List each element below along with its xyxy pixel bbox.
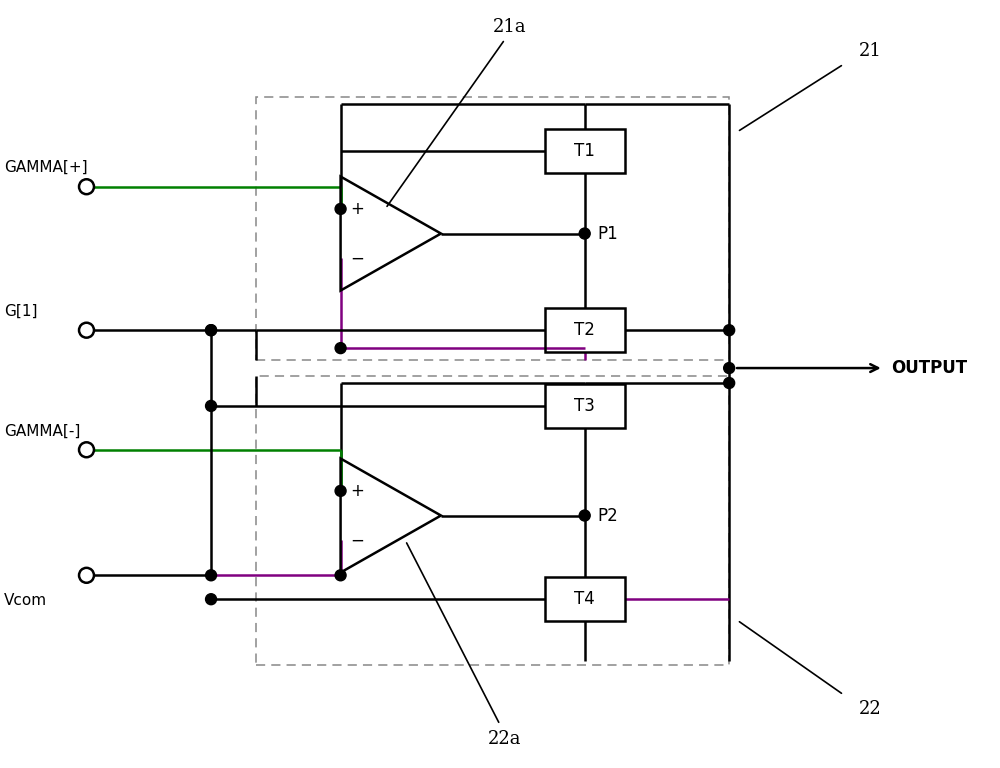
Text: GAMMA[-]: GAMMA[-] — [4, 423, 80, 439]
Circle shape — [79, 568, 94, 583]
Circle shape — [335, 485, 346, 496]
Circle shape — [79, 442, 94, 457]
Text: T2: T2 — [574, 321, 595, 339]
Text: −: − — [351, 249, 364, 267]
Text: +: + — [351, 200, 364, 218]
Text: OUTPUT: OUTPUT — [892, 359, 968, 377]
Circle shape — [724, 362, 735, 373]
Bar — [256, 97, 729, 360]
Text: Vcom: Vcom — [4, 593, 47, 607]
Circle shape — [335, 204, 346, 214]
Bar — [545, 308, 625, 352]
Text: T1: T1 — [574, 142, 595, 160]
Circle shape — [724, 378, 735, 389]
Circle shape — [579, 510, 590, 521]
Circle shape — [79, 323, 94, 338]
Circle shape — [335, 343, 346, 353]
Circle shape — [206, 570, 217, 581]
Circle shape — [79, 179, 94, 194]
Circle shape — [206, 325, 217, 336]
Circle shape — [206, 325, 217, 336]
Circle shape — [579, 228, 590, 239]
Bar — [545, 384, 625, 428]
Text: −: − — [351, 531, 364, 549]
Circle shape — [206, 400, 217, 412]
Text: 22: 22 — [859, 700, 882, 718]
Text: 22a: 22a — [488, 730, 522, 748]
Text: T4: T4 — [574, 591, 595, 608]
Text: G[1]: G[1] — [4, 304, 37, 319]
Bar — [545, 129, 625, 173]
Text: +: + — [351, 482, 364, 500]
Text: GAMMA[+]: GAMMA[+] — [4, 161, 87, 175]
Circle shape — [724, 325, 735, 336]
Circle shape — [335, 570, 346, 581]
Text: 21a: 21a — [493, 18, 527, 36]
Text: 21: 21 — [859, 42, 882, 60]
Text: T3: T3 — [574, 397, 595, 415]
Bar — [256, 376, 729, 665]
Text: P2: P2 — [598, 507, 618, 525]
Text: P1: P1 — [598, 224, 618, 243]
Circle shape — [206, 594, 217, 604]
Bar — [545, 578, 625, 621]
